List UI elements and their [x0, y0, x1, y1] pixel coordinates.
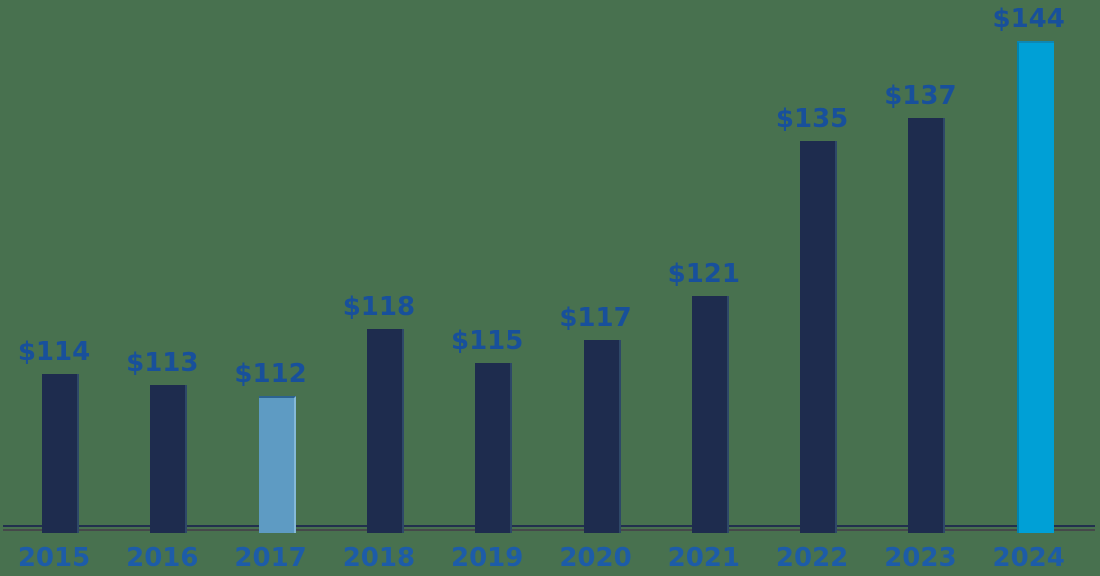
x-axis-shadow-line — [3, 528, 1095, 531]
year-label-2017: 2017 — [234, 543, 307, 573]
year-label-2024: 2024 — [992, 543, 1065, 573]
bar-2023 — [908, 118, 946, 533]
year-label-2018: 2018 — [342, 543, 416, 573]
value-label-2017: $112 — [234, 358, 307, 389]
bar-2021 — [691, 295, 729, 533]
year-label-2019: 2019 — [451, 543, 524, 573]
year-label-2022: 2022 — [775, 543, 849, 573]
value-label-2015: $114 — [17, 336, 91, 367]
bar-2019 — [475, 362, 513, 533]
value-label-2018: $118 — [342, 292, 416, 323]
value-label-2022: $135 — [775, 103, 849, 134]
bar-2022 — [800, 140, 838, 533]
value-label-2021: $121 — [667, 258, 740, 289]
bar-2015 — [42, 373, 79, 533]
value-label-2020: $117 — [559, 303, 632, 334]
bar-2020 — [583, 340, 621, 533]
bar-2017 — [258, 395, 296, 533]
value-label-2023: $137 — [884, 81, 957, 112]
value-label-2019: $115 — [451, 325, 524, 356]
year-label-2023: 2023 — [884, 543, 957, 573]
x-axis-line — [3, 525, 1095, 527]
year-label-2020: 2020 — [559, 543, 632, 573]
year-label-2016: 2016 — [126, 543, 199, 573]
value-label-2024: $144 — [992, 3, 1065, 34]
bar-2018 — [366, 329, 404, 533]
value-label-2016: $113 — [126, 347, 199, 378]
year-label-2015: 2015 — [17, 543, 91, 573]
bar-2016 — [150, 384, 188, 533]
year-label-2021: 2021 — [667, 543, 740, 573]
bar-2024 — [1016, 40, 1054, 533]
